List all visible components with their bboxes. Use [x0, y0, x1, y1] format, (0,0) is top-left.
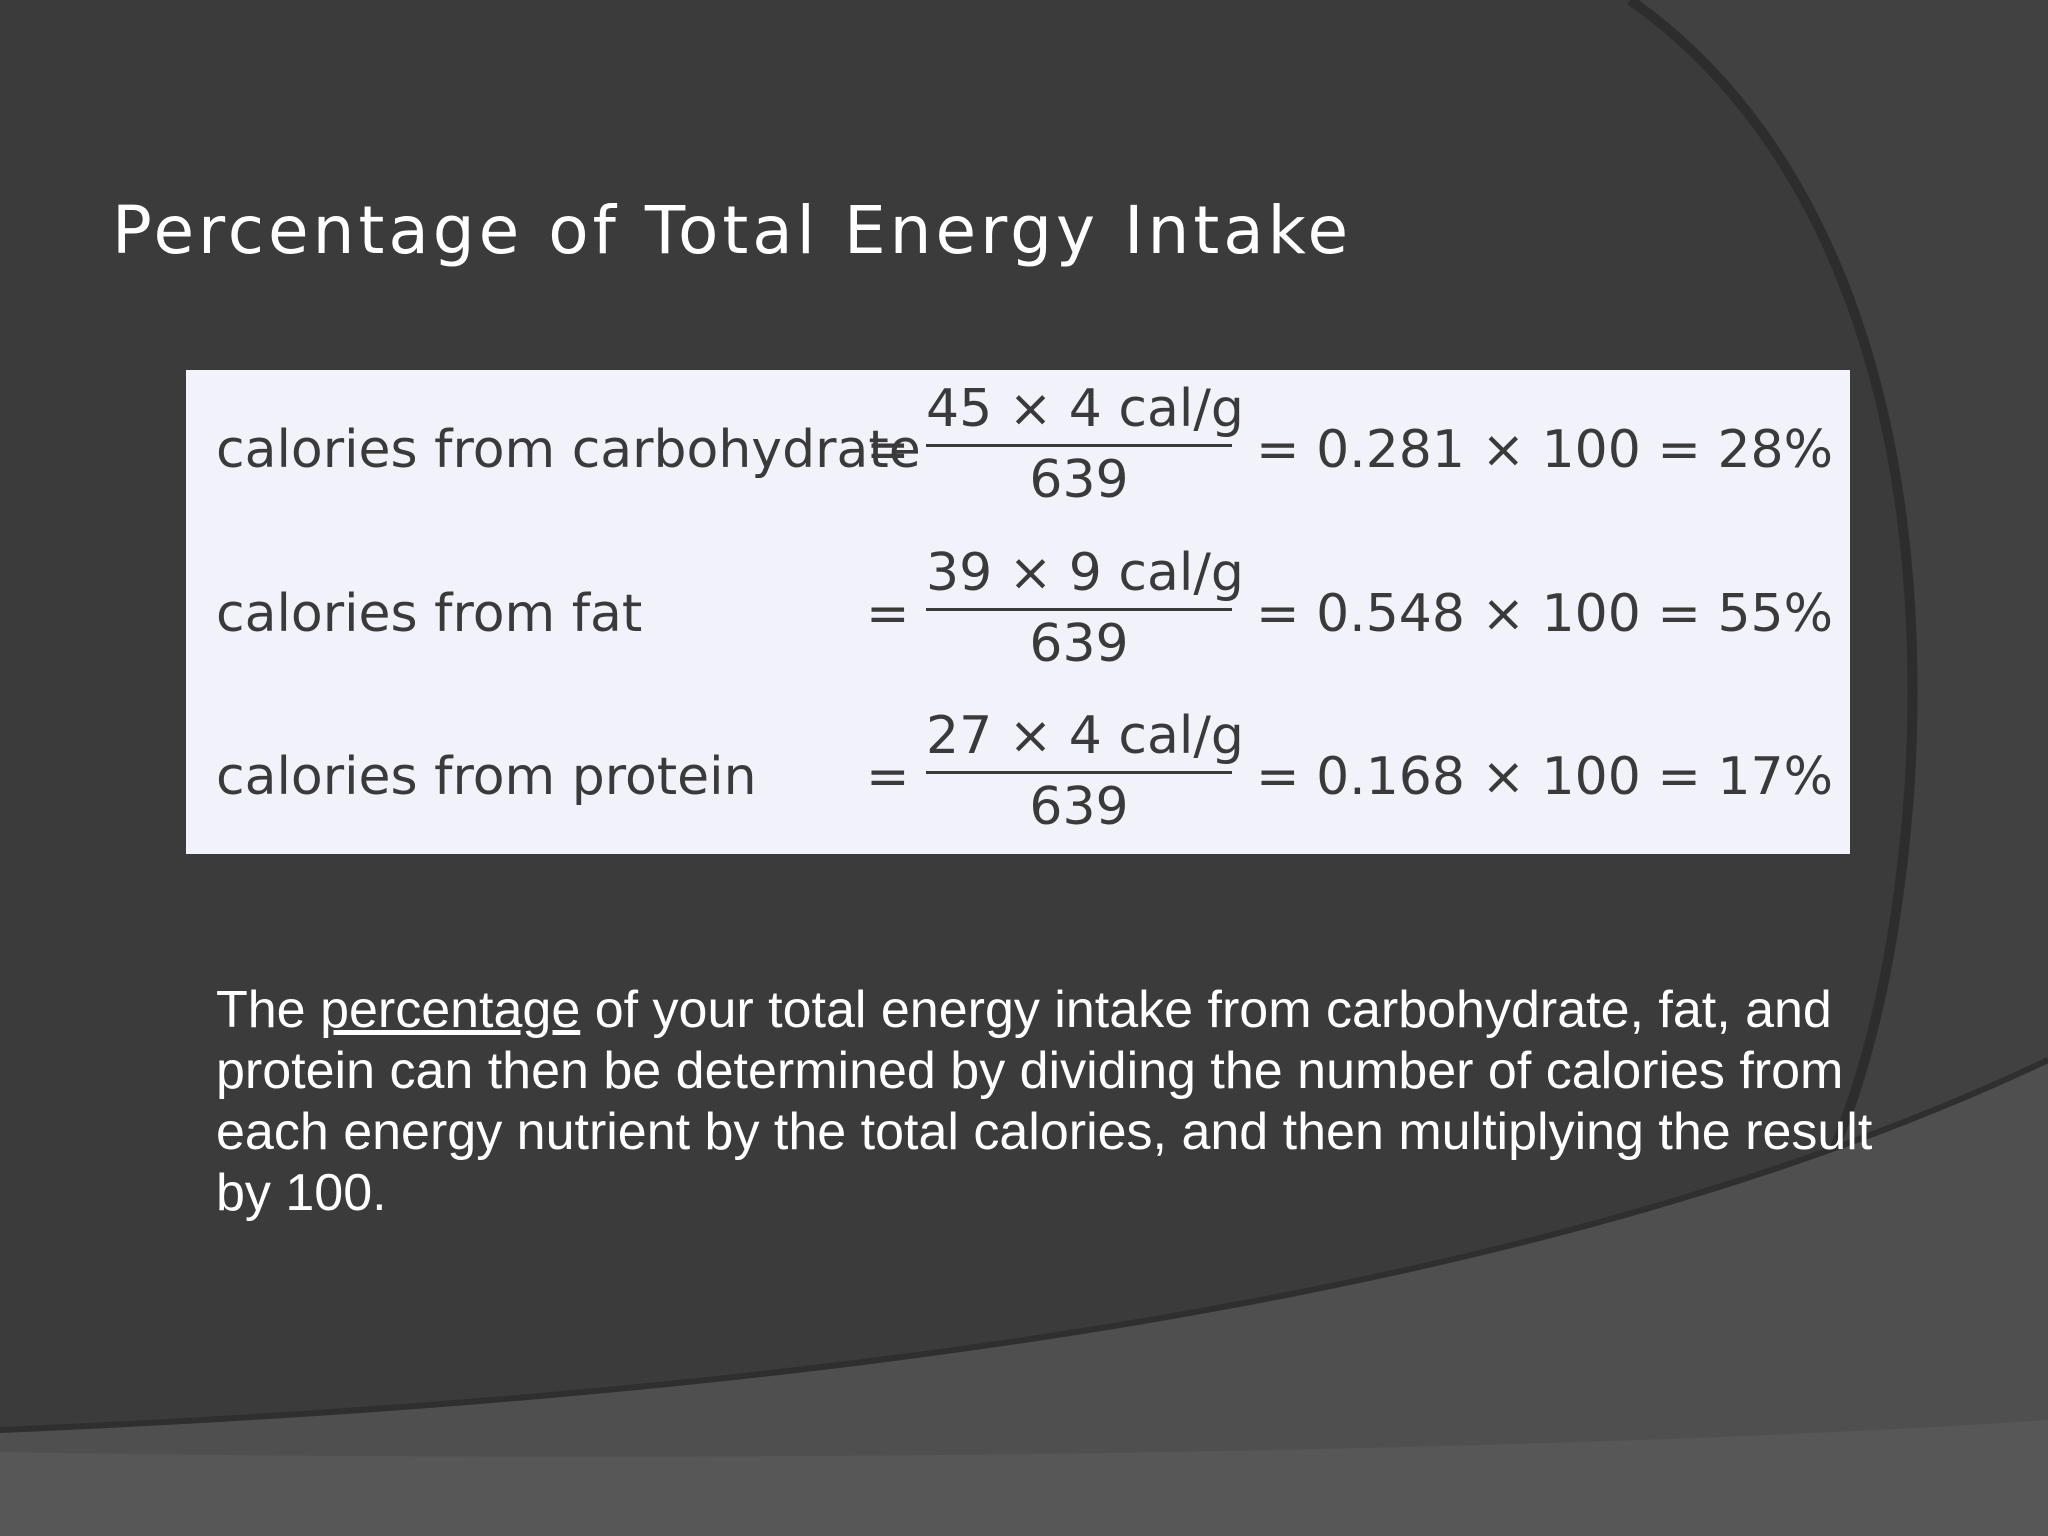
- fraction-numerator: 27 × 4 cal/g: [926, 707, 1244, 774]
- equation-row-fat: calories from fat = 39 × 9 cal/g 639 = 0…: [186, 534, 1850, 694]
- percentage-link[interactable]: percentage: [320, 981, 581, 1039]
- equation-result: = 0.548 × 100 = 55%: [1256, 584, 1834, 644]
- equation-row-protein: calories from protein = 27 × 4 cal/g 639…: [186, 697, 1850, 857]
- fraction: 45 × 4 cal/g 639: [926, 380, 1244, 510]
- equation-row-carbohydrate: calories from carbohydrate = 45 × 4 cal/…: [186, 370, 1850, 530]
- equation-result: = 0.168 × 100 = 17%: [1256, 747, 1834, 807]
- fraction-numerator: 45 × 4 cal/g: [926, 380, 1244, 447]
- body-paragraph: The percentage of your total energy inta…: [216, 980, 1896, 1224]
- fraction-numerator: 39 × 9 cal/g: [926, 544, 1244, 611]
- slide-title: Percentage of Total Energy Intake: [112, 192, 1353, 269]
- equations-panel: calories from carbohydrate = 45 × 4 cal/…: [186, 370, 1850, 854]
- equation-result: = 0.281 × 100 = 28%: [1256, 420, 1834, 480]
- equation-label: calories from carbohydrate: [216, 420, 921, 480]
- equation-label: calories from protein: [216, 747, 757, 807]
- equals-sign: =: [866, 747, 910, 807]
- body-rest: of your total energy intake from carbohy…: [216, 981, 1873, 1222]
- equals-sign: =: [866, 420, 910, 480]
- equation-label: calories from fat: [216, 584, 643, 644]
- fraction-denominator: 639: [1029, 450, 1129, 510]
- body-lead: The: [216, 981, 321, 1039]
- fraction: 39 × 9 cal/g 639: [926, 544, 1244, 674]
- fraction-denominator: 639: [1029, 614, 1129, 674]
- fraction: 27 × 4 cal/g 639: [926, 707, 1244, 837]
- fraction-denominator: 639: [1029, 777, 1129, 837]
- equals-sign: =: [866, 584, 910, 644]
